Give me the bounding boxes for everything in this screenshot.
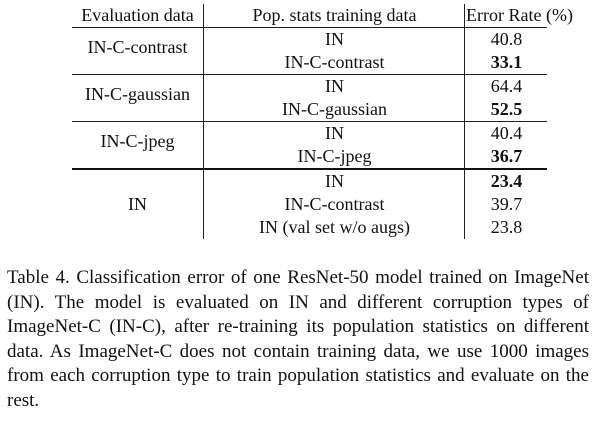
column-divider (464, 170, 465, 239)
training-data-cell: IN (325, 76, 344, 96)
evaluation-data-cell: IN-C-contrast (87, 36, 188, 57)
training-data-cell: IN (val set w/o augs) (259, 217, 410, 237)
error-rate-cell: 39.7 (490, 194, 523, 214)
error-rate-cell: 40.8 (490, 29, 523, 49)
evaluation-data-cell: IN-C-gaussian (85, 83, 190, 104)
column-divider (203, 75, 204, 121)
training-data-cell: IN-C-contrast (284, 52, 385, 72)
column-divider (464, 4, 465, 27)
table-row: IN-C-contrast 33.1 (72, 51, 547, 74)
results-table: Evaluation data Pop. stats training data… (72, 4, 573, 239)
table-row: IN 40.4 (72, 122, 547, 145)
column-divider (203, 122, 204, 168)
column-divider (464, 28, 465, 74)
table-row: IN 64.4 (72, 75, 547, 98)
table-group: IN IN 23.4 IN-C-contrast 39.7 IN (val set w/o… (72, 170, 547, 239)
error-rate-cell: 33.1 (490, 52, 523, 72)
table-group: IN-C-jpeg IN 40.4 IN-C-jpeg 36.7 (72, 122, 547, 168)
table-row: IN-C-jpeg 36.7 (72, 145, 547, 168)
group-rule-thick (72, 168, 547, 170)
table-row: IN (val set w/o augs) 23.8 (72, 216, 547, 239)
error-rate-cell: 64.4 (490, 76, 523, 96)
table-row: IN 23.4 (72, 170, 547, 193)
table-group: IN-C-contrast IN 40.8 IN-C-contrast 33.1 (72, 28, 547, 74)
table-caption: Table 4. Classification error of one Res… (7, 267, 589, 411)
evaluation-data-cell: IN (128, 194, 147, 214)
column-divider (203, 170, 204, 239)
table-row: IN-C-gaussian 52.5 (72, 98, 547, 121)
table-row: IN-C-contrast 39.7 (72, 193, 547, 216)
column-divider (203, 28, 204, 74)
training-data-cell: IN-C-contrast (284, 194, 385, 214)
training-data-cell: IN-C-gaussian (282, 99, 387, 119)
table-header-row: Evaluation data Pop. stats training data… (72, 4, 573, 27)
group-rule (72, 121, 547, 122)
header-rule (72, 27, 547, 28)
error-rate-cell: 52.5 (490, 99, 523, 119)
column-divider (464, 75, 465, 121)
error-rate-cell: 40.4 (490, 123, 523, 143)
training-data-cell: IN-C-jpeg (297, 146, 372, 166)
column-divider (203, 4, 204, 27)
training-data-cell: IN (325, 29, 344, 49)
error-rate-cell: 36.7 (490, 146, 523, 166)
table-group: IN-C-gaussian IN 64.4 IN-C-gaussian 52.5 (72, 75, 547, 121)
table-body: IN-C-contrast IN 40.8 IN-C-contrast 33.1 IN-C… (72, 28, 547, 239)
error-rate-cell: 23.8 (490, 217, 523, 237)
error-rate-cell: 23.4 (490, 171, 523, 191)
training-data-cell: IN (325, 171, 344, 191)
group-rule (72, 74, 547, 75)
column-divider (464, 122, 465, 168)
header-error-rate: Error Rate (%) (466, 5, 573, 25)
evaluation-data-cell: IN-C-jpeg (100, 130, 175, 151)
table-row: IN 40.8 (72, 28, 547, 51)
header-evaluation-data: Evaluation data (81, 5, 194, 25)
header-pop-stats-training-data: Pop. stats training data (252, 5, 417, 25)
training-data-cell: IN (325, 123, 344, 143)
